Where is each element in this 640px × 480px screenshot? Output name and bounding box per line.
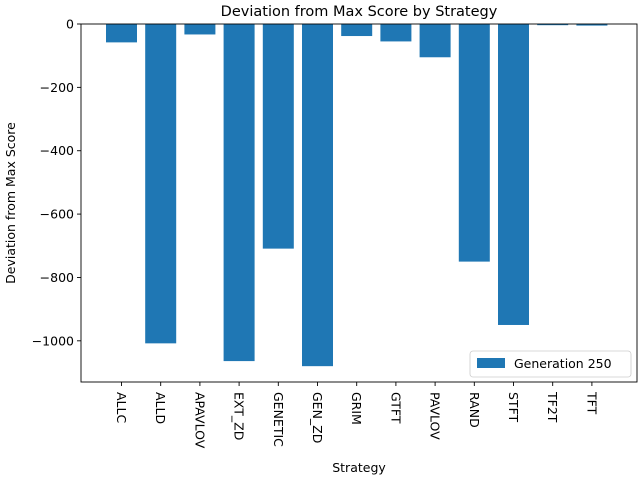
plot-frame <box>80 23 638 383</box>
x-tick-label: RAND <box>467 392 482 428</box>
bar-gtft <box>380 24 412 42</box>
x-tick-label: EXT_ZD <box>232 392 247 440</box>
bar-allc <box>106 24 137 43</box>
y-tick-label: −200 <box>40 80 74 95</box>
bar-gen-zd <box>302 24 333 367</box>
legend-swatch <box>477 358 505 368</box>
chart-title: Deviation from Max Score by Strategy <box>221 4 498 20</box>
x-tick-label: PAVLOV <box>428 392 443 440</box>
x-tick-label: APAVLOV <box>192 392 207 449</box>
y-tick-label: −400 <box>40 143 74 158</box>
x-tick-label: ALLD <box>153 392 168 424</box>
bar-ext-zd <box>223 24 255 362</box>
bar-genetic <box>262 24 294 249</box>
x-tick-label: GENETIC <box>271 392 286 447</box>
bar-tf2t <box>537 24 569 26</box>
x-axis-label: Strategy <box>332 460 386 475</box>
x-tick-label: STFT <box>506 392 521 423</box>
legend-label: Generation 250 <box>514 356 612 371</box>
legend: Generation 250 <box>469 350 632 378</box>
bar-rand <box>458 24 490 262</box>
bar-tft <box>576 24 608 26</box>
bar-apavlov <box>184 24 216 35</box>
x-tick-label: TF2T <box>545 391 560 423</box>
x-tick-label: TFT <box>584 391 599 415</box>
bar-stft <box>498 24 529 325</box>
y-axis-label: Deviation from Max Score <box>3 122 18 284</box>
legend-frame <box>469 350 632 378</box>
x-tick-label: GRIM <box>349 392 364 425</box>
bar-pavlov <box>419 24 451 58</box>
y-tick-label: −800 <box>40 270 74 285</box>
y-tick-label: −1000 <box>32 333 74 348</box>
bar-grim <box>341 24 373 37</box>
y-tick-label: 0 <box>66 17 74 32</box>
y-tick-label: −600 <box>40 207 74 222</box>
x-tick-label: GEN_ZD <box>310 392 325 443</box>
x-tick-label: ALLC <box>114 392 129 423</box>
x-tick-label: GTFT <box>388 392 403 424</box>
bar-alld <box>145 24 177 344</box>
